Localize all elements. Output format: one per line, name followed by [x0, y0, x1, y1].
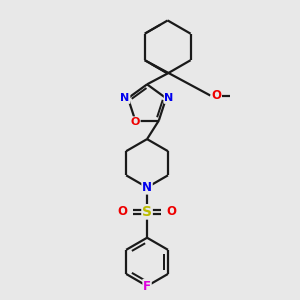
- Text: N: N: [164, 93, 174, 103]
- Text: O: O: [167, 205, 177, 218]
- Text: O: O: [211, 89, 221, 102]
- Text: N: N: [142, 181, 152, 194]
- Text: S: S: [142, 205, 152, 219]
- Text: O: O: [117, 205, 127, 218]
- Text: F: F: [143, 280, 151, 292]
- Text: N: N: [120, 93, 130, 103]
- Text: O: O: [130, 117, 140, 127]
